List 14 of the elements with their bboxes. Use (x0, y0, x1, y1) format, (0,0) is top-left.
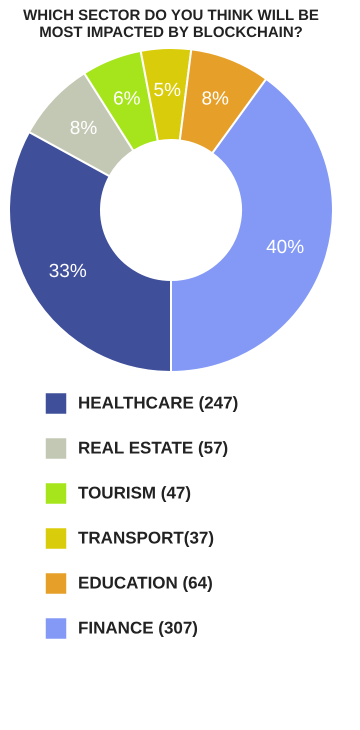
text: MOST IMPACTED BY BLOCKCHAIN? (39, 24, 303, 41)
legend-label: TRANSPORT(37) (78, 528, 214, 548)
legend-label: REAL ESTATE (57) (78, 438, 228, 458)
legend-label: FINANCE (307) (78, 618, 198, 638)
data-label: 33% (48, 261, 87, 282)
data-label: 8% (201, 88, 230, 110)
data-label: 40% (266, 237, 304, 258)
data-label: 5% (153, 80, 182, 102)
legend-label: HEALTHCARE (247) (78, 394, 238, 412)
legend-label: TOURISM (47) (78, 484, 192, 502)
data-label: 8% (70, 118, 98, 139)
text: WHICH SECTOR DO YOU THINK WILL BE (23, 7, 319, 24)
legend-label: EDUCATION (64) (78, 574, 213, 592)
data-label: 6% (113, 88, 141, 110)
